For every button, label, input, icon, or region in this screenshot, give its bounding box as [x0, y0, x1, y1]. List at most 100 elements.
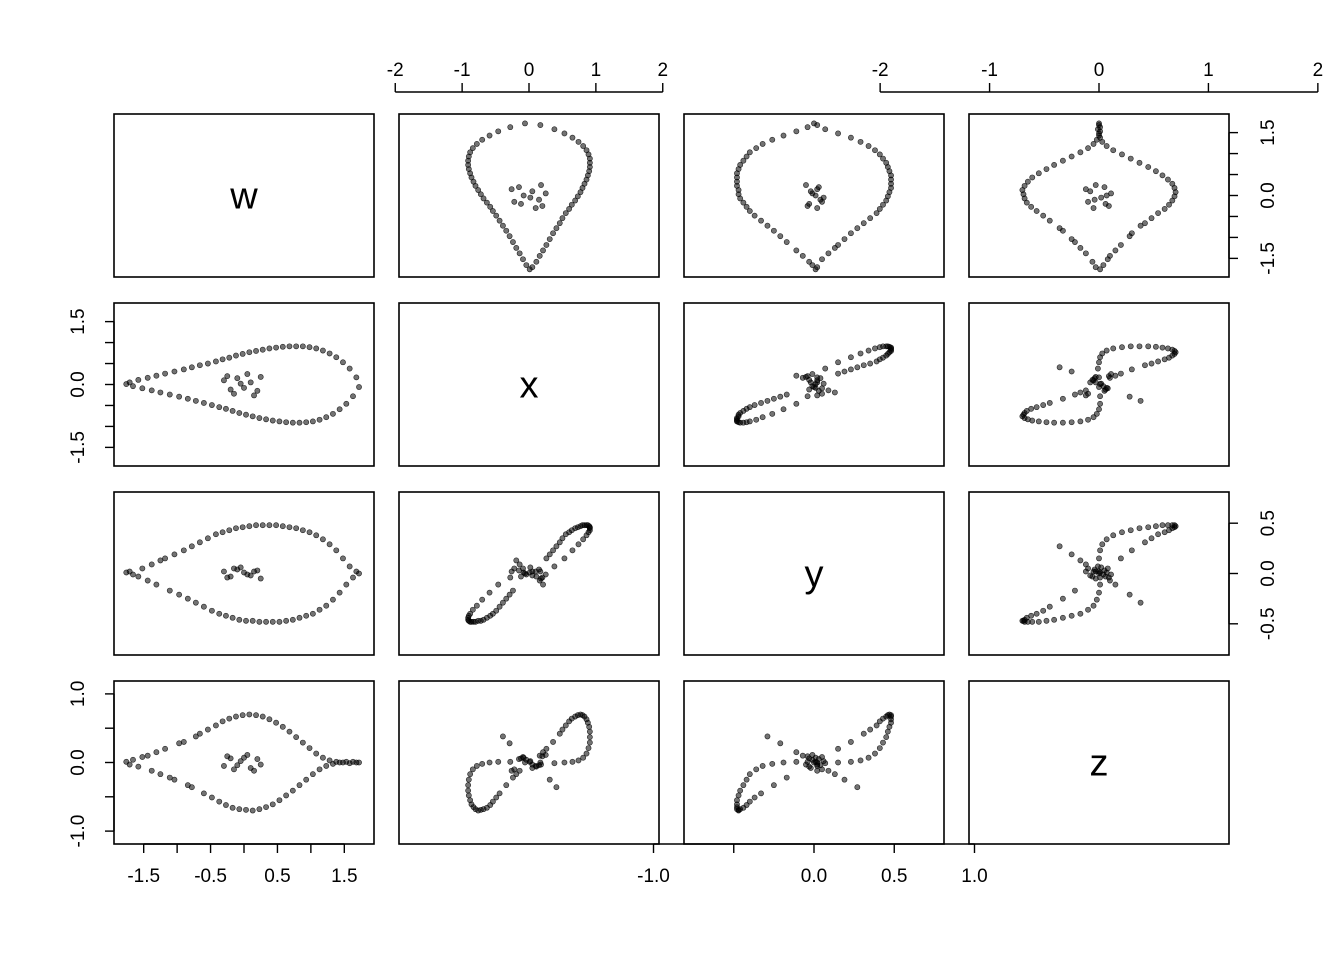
point-w-x-20: [493, 212, 500, 219]
point-y-x-60: [495, 581, 502, 588]
point-x-w-54: [323, 414, 330, 421]
point-w-z-13: [1128, 230, 1135, 237]
point-w-z-70: [1101, 184, 1108, 191]
point-x-w-73: [244, 371, 251, 377]
point-x-w-41: [279, 343, 286, 350]
point-y-z-60: [1097, 581, 1103, 588]
point-w-x-69: [529, 188, 536, 195]
point-y-w-16: [192, 599, 199, 606]
point-x-z-57: [1097, 354, 1103, 361]
variable-label-z: z: [1090, 743, 1109, 785]
point-y-w-5: [144, 577, 151, 584]
panel-x-z: [968, 302, 1230, 467]
point-w-z-40: [1035, 170, 1042, 177]
point-w-y-15: [854, 225, 861, 232]
point-z-w-15: [188, 784, 195, 791]
tick-label-top-x-2: 0: [524, 60, 535, 81]
point-x-z-45: [1136, 343, 1143, 350]
point-z-w-13: [180, 739, 187, 745]
point-w-y-74: [814, 186, 821, 193]
point-z-w-10: [166, 774, 173, 781]
point-x-w-36: [263, 416, 269, 423]
point-z-w-53: [320, 754, 326, 761]
panel-y-x: [398, 491, 660, 656]
point-z-x-69: [529, 765, 536, 771]
point-y-w-47: [299, 527, 306, 534]
point-z-x-8: [513, 771, 520, 778]
point-z-y-50: [746, 771, 753, 778]
point-w-x-11: [546, 236, 553, 242]
point-w-z-50: [1077, 149, 1084, 156]
point-z-x-42: [465, 792, 472, 799]
point-w-z-52: [1085, 145, 1091, 152]
point-x-w-7: [153, 372, 160, 379]
point-y-w-34: [256, 618, 263, 625]
tick-label-left-x-3: 0.0: [68, 371, 89, 397]
point-y-z-20: [1040, 607, 1047, 614]
point-z-x-61: [551, 760, 558, 767]
point-y-z-67: [1091, 566, 1098, 573]
tick-label-bottom-w-0: -1.5: [127, 866, 160, 887]
point-z-w-16: [192, 733, 199, 740]
point-x-w-6: [148, 387, 155, 394]
point-y-z-53: [1103, 536, 1110, 543]
point-y-x-19: [559, 535, 566, 542]
point-z-y-76: [803, 761, 809, 768]
point-x-w-53: [320, 347, 326, 354]
panel-w-x: [398, 113, 660, 278]
point-w-y-6: [825, 250, 832, 257]
point-x-z-14: [1059, 395, 1066, 402]
point-y-z-22: [1033, 610, 1040, 617]
point-z-w-30: [243, 806, 249, 813]
point-z-y-43: [884, 728, 891, 735]
point-w-y-59: [835, 130, 841, 137]
point-x-z-12: [1126, 393, 1133, 400]
point-y-w-44: [289, 616, 296, 623]
point-x-z-19: [1148, 360, 1155, 367]
point-z-w-50: [309, 771, 316, 778]
point-x-z-46: [1059, 419, 1066, 426]
tick-label-left-z-0: -1.0: [68, 815, 89, 848]
point-x-w-24: [223, 405, 229, 412]
point-w-z-49: [1119, 151, 1125, 158]
point-x-w-23: [219, 356, 226, 363]
point-w-y-1: [814, 264, 821, 271]
point-z-w-48: [303, 776, 310, 783]
point-w-y-18: [758, 217, 764, 224]
point-x-w-49: [306, 344, 313, 351]
point-z-x-10: [510, 774, 516, 781]
point-z-y-41: [886, 723, 893, 730]
point-x-w-21: [213, 358, 219, 365]
point-x-w-44: [289, 419, 296, 426]
point-y-x-13: [550, 547, 556, 554]
point-y-w-41: [279, 523, 286, 530]
panel-x-y: [683, 302, 945, 467]
point-x-z-52: [1085, 416, 1091, 423]
tick-label-top-x-4: 2: [657, 60, 668, 81]
point-y-w-52: [316, 606, 323, 613]
point-z-w-55: [326, 757, 333, 764]
point-y-w-40: [276, 618, 283, 625]
point-x-y-6: [825, 387, 832, 394]
point-z-w-73: [244, 752, 251, 758]
point-z-y-60: [793, 758, 800, 765]
point-z-x-73: [542, 752, 549, 758]
point-x-z-15: [1056, 364, 1063, 371]
point-w-z-3: [1089, 258, 1096, 265]
point-z-w-45: [293, 734, 300, 741]
point-z-x-9: [543, 745, 550, 752]
point-x-z-53: [1103, 347, 1110, 354]
point-y-z-11: [1068, 551, 1075, 558]
point-y-w-21: [213, 531, 219, 538]
point-x-w-29: [239, 350, 246, 357]
tick-label-top-z-0: -2: [872, 60, 889, 81]
point-w-x-17: [556, 220, 563, 227]
point-z-y-74: [814, 767, 821, 774]
point-y-w-71: [224, 574, 231, 581]
point-y-w-6: [148, 561, 155, 568]
point-y-x-61: [551, 563, 558, 570]
point-x-y-10: [783, 391, 790, 398]
point-x-w-60: [343, 400, 350, 407]
tick-label-top-z-1: -1: [981, 60, 998, 81]
point-y-z-46: [1059, 614, 1066, 621]
